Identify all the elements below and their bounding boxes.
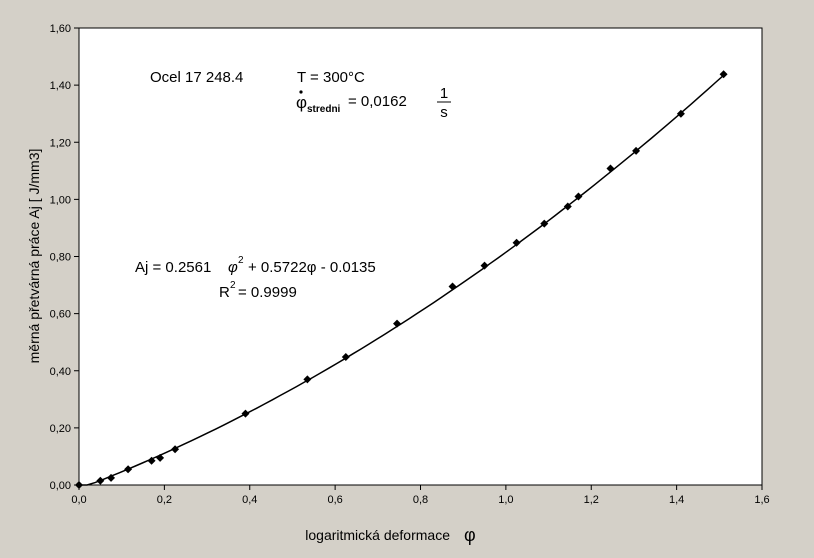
dot-accent (299, 90, 303, 94)
regression-equation: Aj = 0.2561 φ 2 + 0.5722φ - 0.0135 (135, 255, 376, 276)
x-axis-ticks: 0,0 0,2 0,4 0,6 0,8 1,0 1,2 1,4 1,6 (71, 485, 770, 506)
equation-suffix: + 0.5722φ - 0.0135 (248, 259, 376, 276)
rate-value: = 0,0162 (348, 93, 407, 110)
data-point (341, 353, 350, 362)
data-point (107, 473, 116, 482)
y-tick-label: 1,60 (50, 23, 71, 35)
x-tick-label: 1,6 (754, 494, 769, 506)
data-point (393, 319, 402, 328)
equation-prefix: Aj = 0.2561 (135, 259, 211, 276)
rate-unit-numerator: 1 (440, 85, 448, 102)
x-tick-label: 0,8 (413, 494, 428, 506)
x-tick-label: 1,0 (498, 494, 513, 506)
r2-prefix: R (219, 284, 230, 301)
data-point (448, 282, 457, 291)
rate-unit-denominator: s (440, 104, 448, 121)
r-squared-label: R 2 = 0.9999 (219, 280, 297, 301)
temperature-label: T = 300°C (297, 69, 365, 86)
y-tick-label: 0,40 (50, 366, 71, 378)
y-tick-label: 0,00 (50, 480, 71, 492)
y-tick-label: 0,20 (50, 423, 71, 435)
x-tick-label: 0,4 (242, 494, 257, 506)
data-point (241, 409, 250, 418)
y-tick-label: 0,60 (50, 309, 71, 321)
r2-exponent: 2 (230, 280, 236, 291)
y-axis-title: měrná přetvárná práce Aj [ J/mm3] (26, 149, 42, 364)
x-tick-label: 0,6 (327, 494, 342, 506)
data-point (75, 481, 83, 489)
rate-subscript: stredni (307, 104, 341, 115)
data-point (676, 109, 685, 118)
x-axis-symbol: φ (464, 525, 476, 545)
strain-rate-label: φ stredni = 0,0162 1 s (296, 85, 451, 121)
equation-phi: φ (228, 259, 238, 276)
trendline (79, 74, 725, 486)
x-tick-label: 1,4 (669, 494, 684, 506)
rate-symbol: φ (296, 93, 307, 112)
r2-suffix: = 0.9999 (238, 284, 297, 301)
x-tick-label: 0,2 (157, 494, 172, 506)
data-point (632, 146, 641, 155)
data-points (75, 70, 728, 489)
data-point (124, 465, 133, 474)
data-point (480, 261, 489, 270)
material-label: Ocel 17 248.4 (150, 69, 243, 86)
data-point (303, 375, 312, 384)
y-tick-label: 1,20 (50, 137, 71, 149)
data-point (156, 453, 165, 462)
x-tick-label: 1,2 (584, 494, 599, 506)
data-point (171, 445, 180, 454)
y-tick-label: 1,00 (50, 194, 71, 206)
plot-area (78, 27, 763, 486)
y-tick-label: 0,80 (50, 252, 71, 264)
data-point (147, 456, 156, 465)
x-tick-label: 0,0 (71, 494, 86, 506)
data-point (96, 476, 105, 485)
data-point (512, 238, 521, 247)
data-point (719, 70, 728, 79)
data-point (606, 164, 615, 173)
y-axis-ticks: 0,00 0,20 0,40 0,60 0,80 1,00 1,20 1,40 1,60 (50, 23, 79, 492)
equation-exponent: 2 (238, 255, 244, 266)
y-tick-label: 1,40 (50, 80, 71, 92)
data-point (563, 202, 572, 211)
data-point (574, 192, 583, 201)
data-point (540, 219, 549, 228)
x-axis-title: logaritmická deformace (305, 527, 450, 543)
